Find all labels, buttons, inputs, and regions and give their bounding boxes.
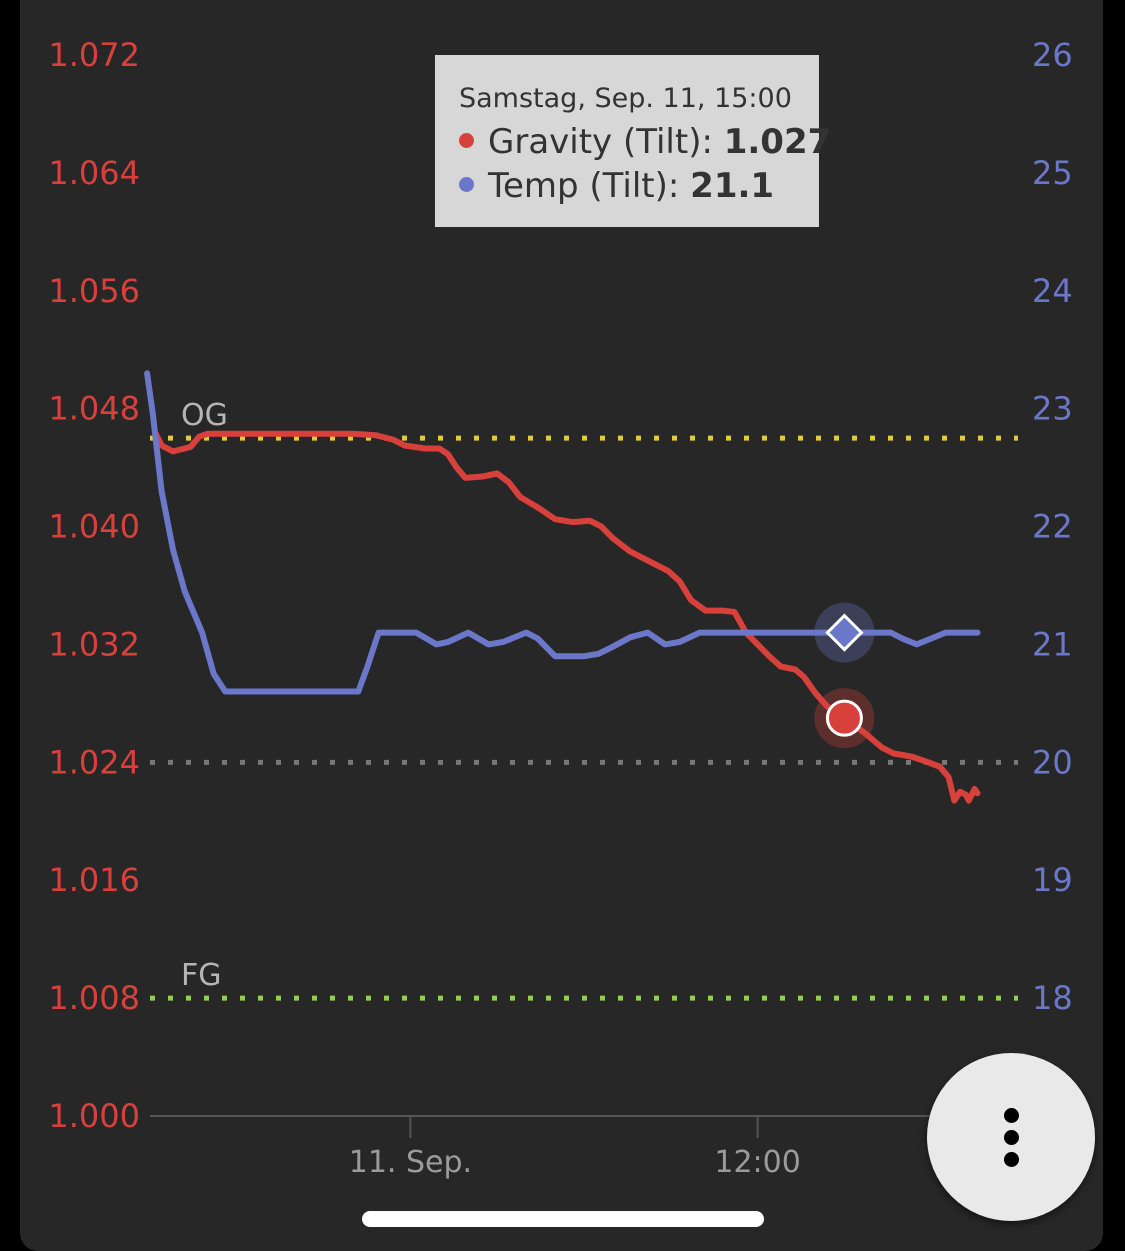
plot-line-label: OG	[181, 398, 228, 433]
y-left-tick-label: 1.072	[48, 36, 140, 74]
gravity-dot-icon	[459, 133, 474, 148]
more-vertical-icon	[1004, 1108, 1019, 1123]
tooltip-temp-value: 21.1	[690, 166, 775, 206]
y-left-tick-label: 1.048	[48, 390, 140, 428]
more-vertical-icon	[1004, 1130, 1019, 1145]
y-left-tick-label: 1.056	[48, 272, 140, 310]
y-right-tick-label: 19	[1032, 861, 1073, 899]
y-left-tick-label: 1.016	[48, 861, 140, 899]
y-right-tick-label: 18	[1032, 979, 1073, 1017]
y-left-tick-label: 1.064	[48, 154, 140, 192]
tooltip-temp-row: Temp (Tilt): 21.1	[459, 164, 819, 208]
y-right-tick-label: 21	[1032, 625, 1073, 663]
y-right-tick-label: 23	[1032, 390, 1073, 428]
chart-tooltip: Samstag, Sep. 11, 15:00 Gravity (Tilt): …	[435, 55, 831, 227]
y-left-tick-label: 1.040	[48, 508, 140, 546]
x-tick-label: 12:00	[714, 1145, 800, 1180]
fermentation-chart[interactable]: 1.072 1.064 1.056 1.048 1.040 1.032 1.024 1.016…	[20, 0, 1103, 1251]
gravity-point-marker	[825, 699, 863, 737]
tooltip-gravity-value: 1.027	[723, 122, 832, 162]
home-indicator[interactable]	[362, 1211, 764, 1227]
more-vertical-icon	[1004, 1152, 1019, 1167]
series-line	[152, 430, 981, 804]
y-left-tick-label: 1.008	[48, 979, 140, 1017]
y-left-tick-label: 1.032	[48, 625, 140, 663]
y-right-tick-label: 24	[1032, 272, 1073, 310]
y-right-tick-label: 20	[1032, 743, 1073, 781]
y-right-tick-label: 25	[1032, 154, 1073, 192]
tooltip-gravity-row: Gravity (Tilt): 1.027	[459, 120, 831, 164]
y-right-tick-label: 22	[1032, 508, 1073, 546]
y-left-tick-label: 1.000	[48, 1097, 140, 1135]
temp-dot-icon	[459, 177, 474, 192]
tooltip-temp-label: Temp (Tilt):	[488, 166, 691, 206]
tooltip-date: Samstag, Sep. 11, 15:00	[459, 83, 792, 114]
tooltip-gravity-label: Gravity (Tilt):	[488, 122, 724, 162]
y-left-tick-label: 1.024	[48, 743, 140, 781]
plot-line-label: FG	[181, 958, 222, 993]
more-options-button[interactable]	[927, 1053, 1095, 1221]
y-right-tick-label: 26	[1032, 36, 1073, 74]
x-tick-label: 11. Sep.	[349, 1145, 472, 1180]
temp-point-marker	[825, 613, 864, 652]
